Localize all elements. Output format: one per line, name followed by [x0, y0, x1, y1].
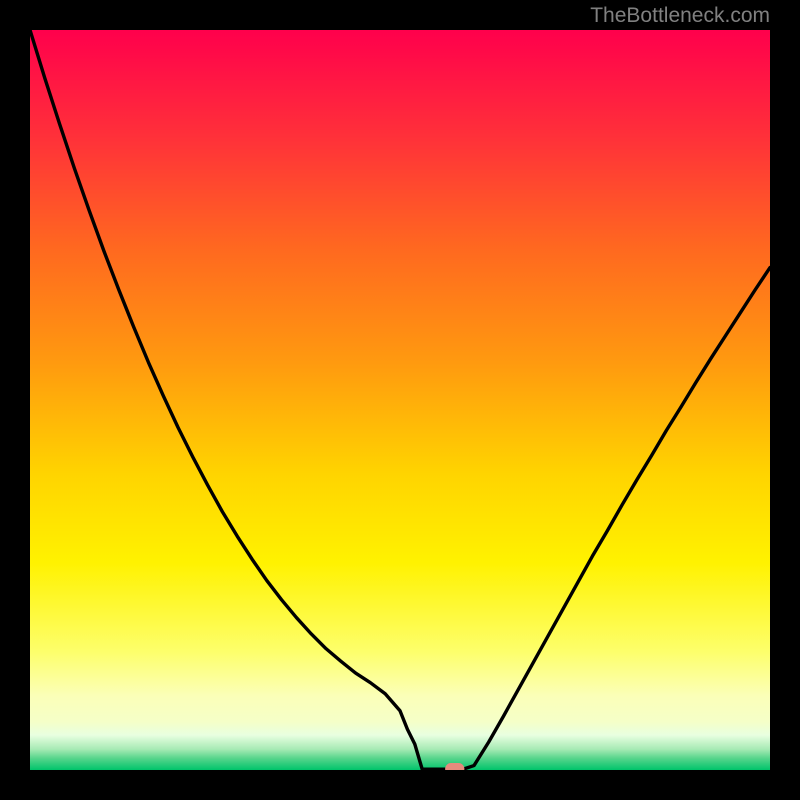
plot-area: [30, 30, 770, 770]
chart-container: TheBottleneck.com: [0, 0, 800, 800]
chart-svg: [30, 30, 770, 770]
minimum-marker: [445, 763, 464, 770]
watermark-text: TheBottleneck.com: [590, 4, 770, 28]
gradient-background: [30, 30, 770, 770]
